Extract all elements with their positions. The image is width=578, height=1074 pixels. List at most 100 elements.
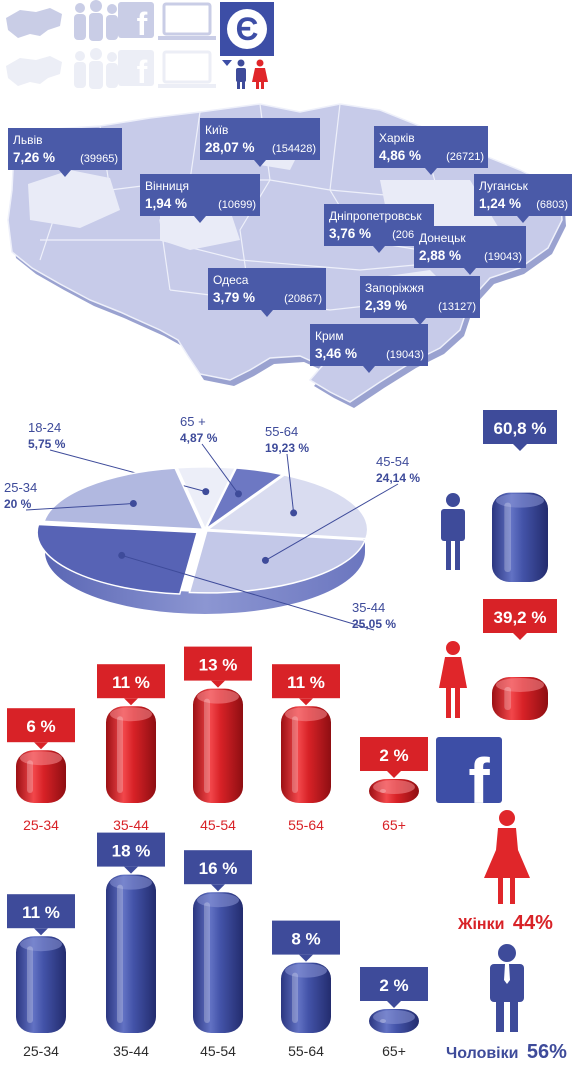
bar bbox=[369, 779, 419, 803]
age-category-label: 55-64 bbox=[288, 817, 324, 833]
women-label: Жінки bbox=[457, 916, 504, 933]
toolbar-facebook-f: f bbox=[137, 6, 148, 42]
value-box-pointer bbox=[513, 633, 527, 640]
woman-icon-large bbox=[484, 810, 530, 904]
man-icon-large bbox=[490, 944, 524, 1032]
value-box-pointer bbox=[299, 954, 313, 962]
map-label-box bbox=[474, 174, 572, 216]
bar-highlight bbox=[117, 716, 123, 793]
pie-leader-line bbox=[121, 554, 375, 631]
map-region-name: Київ bbox=[205, 123, 228, 137]
map-region-count: (20867) bbox=[284, 293, 322, 305]
map-label-box bbox=[140, 174, 260, 216]
map-region-percent: 1,94 % bbox=[145, 196, 187, 211]
bar-cap bbox=[496, 677, 544, 692]
bar-cap bbox=[110, 875, 152, 890]
pie-value-label: 19,23 % bbox=[265, 441, 309, 455]
bar-highlight bbox=[504, 502, 512, 572]
map-label-7: Одеса 3,79 % (20867) bbox=[208, 268, 326, 317]
map-label-0: Львів 7,26 % (39965) bbox=[8, 128, 122, 177]
map-label-pointer bbox=[425, 168, 437, 175]
bar-value-label: 11 % bbox=[112, 673, 150, 692]
map-label-pointer bbox=[517, 216, 529, 223]
map-region-name: Вінниця bbox=[145, 179, 189, 193]
pie-value-label: 20 % bbox=[4, 497, 32, 511]
bar-value-box: 11 % bbox=[272, 664, 340, 706]
pie-category-label: 45-54 bbox=[376, 454, 409, 469]
value-box-rect bbox=[483, 410, 557, 444]
pie-value-label: 25,05 % bbox=[352, 617, 396, 631]
pie-slice bbox=[43, 467, 205, 531]
map-label-1: Київ 28,07 % (154428) bbox=[200, 118, 320, 167]
bar-value-label: 39,2 % bbox=[494, 608, 547, 627]
value-box-pointer bbox=[34, 742, 48, 750]
age-category-label: 65+ bbox=[382, 1043, 406, 1059]
map-region-count: (6803) bbox=[536, 199, 568, 211]
bar bbox=[492, 492, 548, 582]
facebook-icon[interactable]: f f bbox=[118, 2, 154, 90]
bar-value-label: 60,8 % bbox=[494, 419, 547, 438]
map-label-box bbox=[414, 226, 526, 268]
map-label-4: Луганськ 1,24 % (6803) bbox=[474, 174, 572, 223]
bar bbox=[106, 706, 156, 803]
facebook-logo-f: f bbox=[468, 745, 490, 817]
map-icon[interactable] bbox=[6, 8, 62, 86]
facebook-logo-icon: f bbox=[436, 737, 502, 817]
bar-value-box: 11 % bbox=[97, 664, 165, 706]
pie-value-label: 4,87 % bbox=[180, 431, 218, 445]
bar-highlight bbox=[504, 686, 512, 710]
value-box-pointer bbox=[299, 698, 313, 706]
map-label-pointer bbox=[414, 318, 426, 325]
map-region-name: Крим bbox=[315, 329, 344, 343]
map-region-name: Львів bbox=[13, 133, 43, 147]
age-category-label: 35-44 bbox=[113, 1043, 149, 1059]
map-region-percent: 1,24 % bbox=[479, 196, 521, 211]
age-category-label: 45-54 bbox=[200, 1043, 236, 1059]
bar-body bbox=[106, 706, 156, 803]
bar-value-box: 39,2 % bbox=[483, 599, 557, 640]
map-label-3: Вінниця 1,94 % (10699) bbox=[140, 174, 260, 223]
bar-cap bbox=[197, 689, 239, 704]
laptop-icon[interactable] bbox=[158, 2, 216, 88]
value-box-rect bbox=[97, 664, 165, 699]
bar-cap bbox=[285, 707, 327, 722]
map-region-count: (13127) bbox=[438, 301, 476, 313]
map-label-pointer bbox=[59, 170, 71, 177]
bar-value-box: 2 % bbox=[360, 737, 428, 778]
bar-highlight bbox=[27, 946, 33, 1023]
age-category-label: 25-34 bbox=[23, 817, 59, 833]
pie-leader-line bbox=[286, 453, 295, 513]
map-region-percent: 2,39 % bbox=[365, 298, 407, 313]
map-region-name: Луганськ bbox=[479, 179, 529, 193]
currency-e-icon[interactable]: Є bbox=[220, 2, 274, 66]
people-icon[interactable] bbox=[74, 0, 118, 89]
bar-body bbox=[193, 688, 243, 803]
map-label-8: Запоріжжя 2,39 % (13127) bbox=[360, 276, 480, 325]
bar-cap bbox=[285, 963, 327, 978]
value-box-pointer bbox=[34, 928, 48, 936]
age-category-label: 65+ bbox=[382, 817, 406, 833]
bar-value-box: 18 % bbox=[97, 832, 165, 874]
bar-value-label: 11 % bbox=[22, 903, 60, 922]
map-label-pointer bbox=[194, 216, 206, 223]
age-pie-chart: 18-24 5,75 % 65 + 4,87 % 55-64 19,23 % 45-54 24… bbox=[4, 414, 420, 631]
map-region-count: (26721) bbox=[446, 151, 484, 163]
bar-body bbox=[492, 492, 548, 582]
woman-icon bbox=[439, 641, 467, 718]
map-region-name: Донецьк bbox=[419, 231, 466, 245]
value-box-rect bbox=[184, 646, 252, 681]
map-region-percent: 4,86 % bbox=[379, 148, 421, 163]
bar-cap bbox=[20, 937, 62, 952]
value-box-rect bbox=[272, 920, 340, 955]
bar-value-label: 2 % bbox=[379, 746, 408, 765]
women-pct: 44% bbox=[513, 912, 553, 934]
map-region-name: Дніпропетровськ bbox=[329, 209, 422, 223]
map-region-percent: 3,79 % bbox=[213, 290, 255, 305]
bar-value-label: 16 % bbox=[199, 859, 238, 878]
age-series-0: 6 % 25-34 11 % 35-44 13 % 45-54 11 % 55-64 2 % 65… bbox=[7, 646, 428, 833]
bar-highlight bbox=[292, 972, 298, 1023]
bar bbox=[281, 962, 331, 1033]
bar bbox=[281, 706, 331, 803]
value-box-rect bbox=[360, 967, 428, 1001]
